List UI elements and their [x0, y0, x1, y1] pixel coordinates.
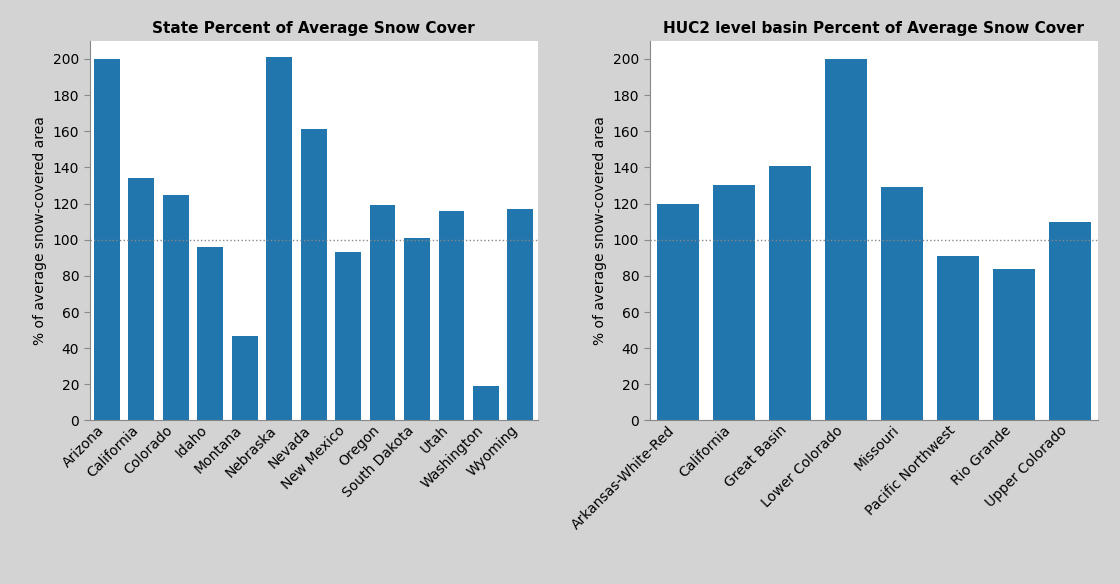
Bar — [370, 206, 395, 420]
Y-axis label: % of average snow-covered area: % of average snow-covered area — [594, 116, 607, 345]
Bar — [94, 59, 120, 420]
Bar — [162, 194, 188, 420]
Y-axis label: % of average snow-covered area: % of average snow-covered area — [34, 116, 47, 345]
Bar — [129, 178, 155, 420]
Bar — [1048, 222, 1091, 420]
Title: HUC2 level basin Percent of Average Snow Cover: HUC2 level basin Percent of Average Snow… — [663, 20, 1084, 36]
Bar — [880, 187, 923, 420]
Bar — [824, 59, 867, 420]
Bar — [656, 204, 699, 420]
Bar — [335, 252, 361, 420]
Bar — [439, 211, 465, 420]
Bar — [197, 247, 223, 420]
Title: State Percent of Average Snow Cover: State Percent of Average Snow Cover — [152, 20, 475, 36]
Bar — [936, 256, 979, 420]
Bar — [232, 336, 258, 420]
Bar — [300, 130, 327, 420]
Bar — [712, 186, 755, 420]
Bar — [992, 269, 1035, 420]
Bar — [404, 238, 430, 420]
Bar — [507, 209, 533, 420]
Bar — [267, 57, 292, 420]
Bar — [473, 386, 498, 420]
Bar — [768, 166, 811, 420]
